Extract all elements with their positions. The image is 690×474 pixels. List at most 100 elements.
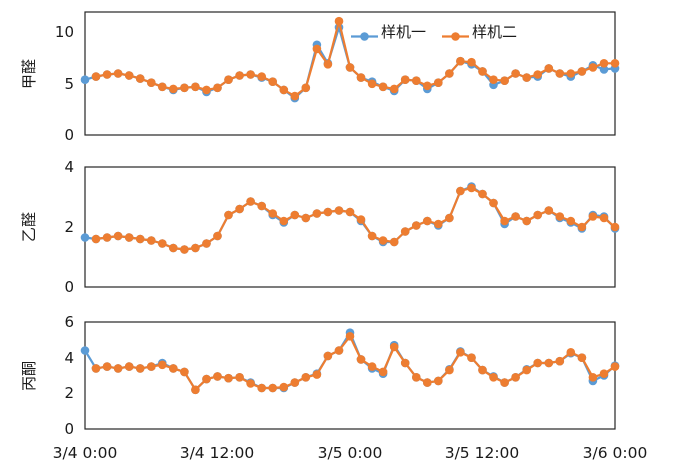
data-point-marker (80, 75, 90, 84)
data-point-marker (555, 69, 565, 78)
data-point-marker (544, 206, 554, 215)
legend-label: 样机一 (381, 23, 427, 41)
data-point-marker (456, 348, 465, 357)
data-point-marker (312, 370, 322, 379)
data-point-marker (124, 71, 134, 80)
data-point-marker (135, 364, 145, 373)
data-point-marker (202, 85, 211, 95)
data-point-marker (489, 198, 498, 208)
data-point-marker (445, 365, 454, 375)
data-point-marker (345, 332, 355, 341)
data-point-marker (158, 82, 167, 92)
legend-item-yangji-2: 样机二 (442, 23, 517, 41)
data-point-marker (467, 183, 476, 193)
data-point-marker (191, 82, 200, 92)
data-point-marker (489, 373, 498, 382)
data-point-marker (180, 245, 189, 254)
data-point-marker (102, 233, 112, 242)
y-tick-label: 0 (64, 420, 74, 438)
data-point-marker (445, 213, 454, 223)
data-point-marker (522, 73, 531, 82)
data-point-marker (147, 78, 156, 87)
data-point-marker (113, 231, 123, 241)
data-point-marker (400, 358, 410, 368)
data-point-marker (522, 216, 531, 226)
subplot-乙醛 (80, 166, 620, 288)
data-point-marker (356, 215, 366, 224)
data-point-marker (334, 16, 344, 26)
data-point-marker (191, 243, 200, 253)
data-point-marker (290, 378, 300, 387)
data-point-marker (224, 373, 233, 383)
data-point-marker (367, 362, 377, 371)
data-point-marker (279, 85, 289, 95)
data-point-marker (588, 373, 598, 382)
data-point-marker (599, 65, 609, 74)
data-point-marker (378, 236, 388, 245)
data-point-marker (202, 374, 211, 384)
data-point-marker (169, 243, 178, 253)
y-tick-label: 6 (64, 313, 74, 331)
data-point-marker (489, 75, 498, 84)
data-point-marker (412, 221, 421, 230)
data-point-marker (169, 84, 178, 94)
data-point-marker (500, 378, 509, 387)
data-point-marker (213, 372, 222, 381)
series-样机二 (91, 183, 620, 254)
data-point-marker (522, 365, 531, 375)
data-point-marker (246, 379, 255, 388)
data-point-marker (80, 233, 90, 242)
data-point-marker (124, 233, 134, 242)
data-point-marker (566, 216, 576, 226)
data-point-marker (610, 362, 620, 371)
data-point-marker (257, 201, 267, 211)
data-point-marker (356, 73, 366, 82)
y-tick-label: 0 (64, 278, 74, 296)
data-point-marker (213, 83, 222, 93)
data-point-marker (599, 59, 609, 68)
y-axis-title-acetone: 丙酮 (20, 361, 38, 392)
data-point-marker (91, 234, 101, 244)
data-point-marker (412, 373, 421, 382)
subplot-甲醛 (80, 11, 620, 136)
data-point-marker (367, 231, 377, 241)
data-point-marker (511, 212, 520, 221)
y-tick-label: 2 (64, 218, 74, 236)
data-point-marker (334, 346, 344, 355)
data-point-marker (268, 383, 278, 393)
data-point-marker (533, 210, 542, 220)
data-point-marker (367, 79, 377, 89)
data-point-marker (279, 382, 289, 392)
x-tick-label: 3/5 0:00 (317, 444, 383, 462)
data-point-marker (158, 239, 167, 248)
data-point-marker (124, 362, 134, 371)
data-point-marker (246, 70, 255, 79)
data-point-marker (478, 189, 487, 199)
line-circle-marker-icon (351, 27, 378, 41)
data-point-marker (445, 69, 454, 78)
data-point-marker (180, 83, 189, 93)
data-point-marker (599, 213, 609, 223)
data-point-marker (345, 207, 355, 217)
y-tick-label: 0 (64, 126, 74, 144)
data-point-marker (555, 212, 565, 221)
data-point-marker (533, 70, 542, 79)
data-point-marker (467, 57, 476, 67)
data-point-marker (257, 383, 267, 393)
data-point-marker (500, 216, 509, 226)
data-point-marker (323, 207, 333, 217)
data-point-marker (235, 71, 244, 80)
line-circle-marker-icon (442, 27, 470, 41)
chart-legend: 样机一 样机二 (351, 23, 517, 41)
data-point-marker (224, 75, 233, 84)
data-point-marker (478, 365, 487, 375)
data-point-marker (378, 367, 388, 377)
data-point-marker (235, 373, 244, 382)
data-point-marker (400, 75, 410, 84)
y-tick-label: 4 (64, 158, 74, 176)
data-point-marker (312, 44, 322, 54)
data-point-marker (544, 64, 554, 73)
y-axis-title-formaldehyde: 甲醛 (20, 59, 38, 90)
y-tick-label: 5 (64, 75, 74, 93)
data-point-marker (434, 219, 443, 229)
